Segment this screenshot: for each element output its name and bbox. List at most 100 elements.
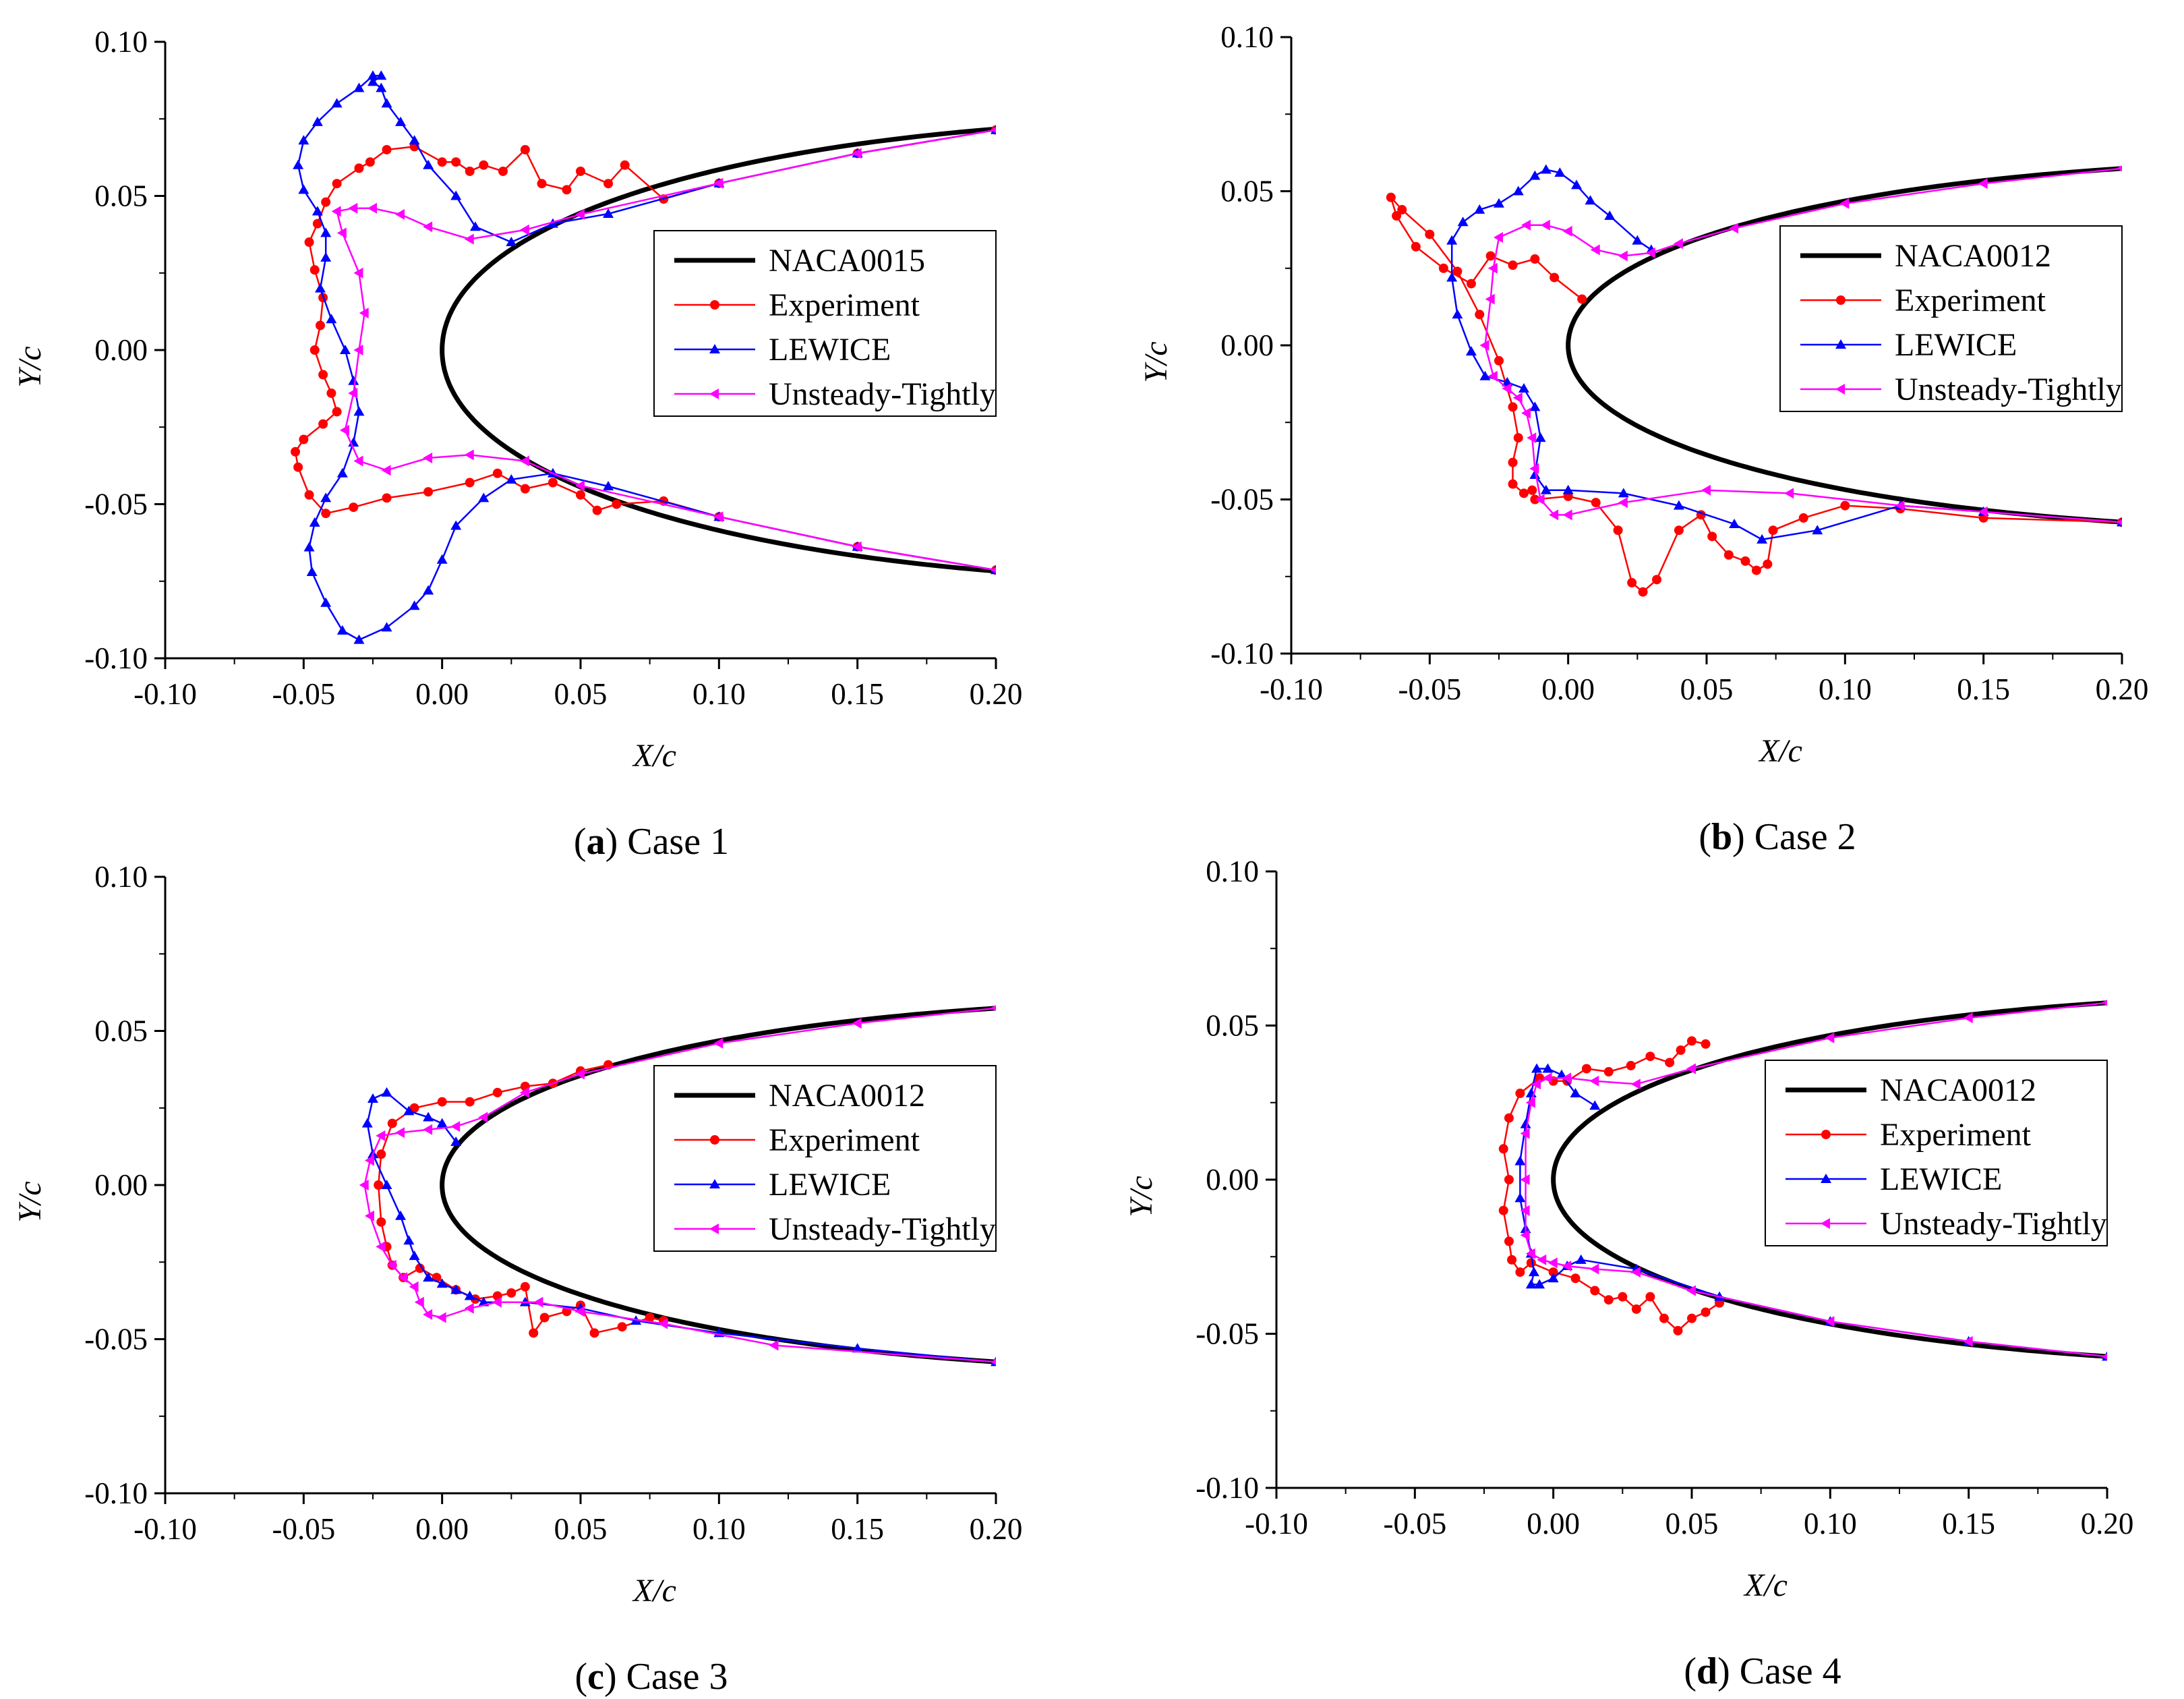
triangle-left-marker-icon xyxy=(1520,1128,1530,1139)
triangle-up-marker-icon xyxy=(1457,217,1469,227)
triangle-up-marker-icon xyxy=(348,375,359,385)
circle-marker-icon xyxy=(376,1149,386,1159)
circle-marker-icon xyxy=(1659,1313,1669,1323)
circle-marker-icon xyxy=(318,370,328,380)
triangle-left-marker-icon xyxy=(1529,463,1539,474)
x-axis-title: X/c xyxy=(632,738,676,774)
y-tick-label: -0.10 xyxy=(84,1476,148,1510)
circle-marker-icon xyxy=(479,160,489,170)
y-tick-label: 0.05 xyxy=(1220,175,1274,208)
y-tick-label: -0.10 xyxy=(1196,1471,1259,1505)
triangle-up-marker-icon xyxy=(478,492,490,502)
triangle-left-marker-icon xyxy=(1479,340,1489,351)
circle-marker-icon xyxy=(315,320,325,330)
circle-marker-icon xyxy=(1494,355,1504,366)
panel-caption: (b) Case 2 xyxy=(1699,816,1856,858)
circle-marker-icon xyxy=(1676,1045,1686,1056)
x-tick-label: 0.20 xyxy=(970,677,1023,711)
triangle-left-marker-icon xyxy=(991,127,996,134)
legend-label: Experiment xyxy=(769,1122,920,1158)
y-tick-label: -0.05 xyxy=(1210,483,1274,517)
triangle-up-marker-icon xyxy=(603,208,614,219)
circle-marker-icon xyxy=(1504,1175,1514,1184)
circle-marker-icon xyxy=(1397,204,1407,214)
triangle-left-marker-icon xyxy=(991,1005,996,1012)
circle-marker-icon xyxy=(1548,1267,1558,1277)
triangle-up-marker-icon xyxy=(309,517,320,527)
triangle-up-marker-icon xyxy=(1604,210,1616,221)
triangle-left-marker-icon xyxy=(1521,219,1531,231)
triangle-up-marker-icon xyxy=(1535,432,1546,442)
triangle-left-marker-icon xyxy=(364,1210,374,1221)
triangle-left-marker-icon xyxy=(376,1130,386,1141)
triangle-left-marker-icon xyxy=(478,1112,488,1123)
triangle-left-marker-icon xyxy=(1525,1248,1535,1259)
triangle-left-marker-icon xyxy=(533,1296,543,1308)
triangle-up-marker-icon xyxy=(1589,1100,1601,1110)
circle-marker-icon xyxy=(1508,260,1518,270)
triangle-up-marker-icon xyxy=(1452,309,1463,319)
legend-label: NACA0015 xyxy=(769,243,925,279)
circle-marker-icon xyxy=(1466,279,1476,289)
triangle-up-marker-icon xyxy=(1518,382,1529,393)
series-markers-unsteady-tightly xyxy=(359,1005,996,1365)
series-markers-experiment xyxy=(1386,192,2122,597)
triangle-up-marker-icon xyxy=(709,1179,720,1188)
legend-label: Unsteady-Tightly xyxy=(769,376,996,412)
triangle-left-marker-icon xyxy=(1645,247,1655,258)
legend-label: LEWICE xyxy=(1880,1161,2002,1197)
series-line-experiment xyxy=(294,129,996,571)
triangle-left-marker-icon xyxy=(575,1068,585,1080)
circle-marker-icon xyxy=(645,1313,655,1323)
series-line-naca0012 xyxy=(1566,166,2122,525)
triangle-left-marker-icon xyxy=(713,1037,724,1049)
y-tick-label: 0.00 xyxy=(1220,328,1274,362)
triangle-left-marker-icon xyxy=(1821,1218,1830,1229)
circle-marker-icon xyxy=(1530,254,1540,264)
circle-marker-icon xyxy=(589,1328,599,1338)
legend-label: LEWICE xyxy=(769,332,891,368)
series-markers-unsteady-tightly xyxy=(331,127,996,573)
triangle-left-marker-icon xyxy=(991,567,996,573)
triangle-up-marker-icon xyxy=(436,1118,448,1128)
triangle-left-marker-icon xyxy=(1527,432,1537,444)
caption-title: Case 2 xyxy=(1745,816,1856,858)
circle-marker-icon xyxy=(1508,402,1518,412)
circle-marker-icon xyxy=(492,468,502,478)
triangle-left-marker-icon xyxy=(353,345,363,355)
triangle-left-marker-icon xyxy=(519,1087,529,1098)
triangle-up-marker-icon xyxy=(1632,235,1643,245)
circle-marker-icon xyxy=(1386,192,1396,202)
circle-marker-icon xyxy=(1603,1295,1614,1305)
triangle-up-marker-icon xyxy=(336,467,348,478)
triangle-left-marker-icon xyxy=(331,206,341,217)
circle-marker-icon xyxy=(710,300,719,310)
triangle-left-marker-icon xyxy=(1562,509,1572,521)
circle-marker-icon xyxy=(1515,1089,1525,1099)
triangle-left-marker-icon xyxy=(1520,1174,1530,1185)
circle-marker-icon xyxy=(326,388,336,398)
circle-marker-icon xyxy=(349,502,359,513)
panel-case-4: -0.10 -0.05 0.00 0.05 0.10 0.15 0.20 0.10 0.05 0.… xyxy=(1123,855,2133,1692)
triangle-up-marker-icon xyxy=(298,135,309,145)
circle-marker-icon xyxy=(1768,525,1778,536)
caption-open: ( xyxy=(1684,1650,1696,1692)
circle-marker-icon xyxy=(1411,241,1421,252)
triangle-up-marker-icon xyxy=(1554,167,1566,177)
circle-marker-icon xyxy=(293,462,303,472)
y-tick-label: 0.05 xyxy=(94,179,148,213)
circle-marker-icon xyxy=(1452,266,1463,277)
triangle-up-marker-icon xyxy=(320,492,332,502)
x-tick-label: 0.05 xyxy=(554,1512,608,1546)
circle-marker-icon xyxy=(1577,294,1587,304)
triangle-left-marker-icon xyxy=(367,202,377,214)
triangle-up-marker-icon xyxy=(381,1180,392,1189)
circle-marker-icon xyxy=(562,185,572,195)
circle-marker-icon xyxy=(576,166,585,176)
circle-marker-icon xyxy=(437,1097,447,1107)
circle-marker-icon xyxy=(1618,1292,1628,1302)
caption-close: ) xyxy=(606,821,618,863)
triangle-left-marker-icon xyxy=(1978,178,1988,190)
triangle-left-marker-icon xyxy=(1839,198,1850,209)
circle-marker-icon xyxy=(1740,556,1750,566)
